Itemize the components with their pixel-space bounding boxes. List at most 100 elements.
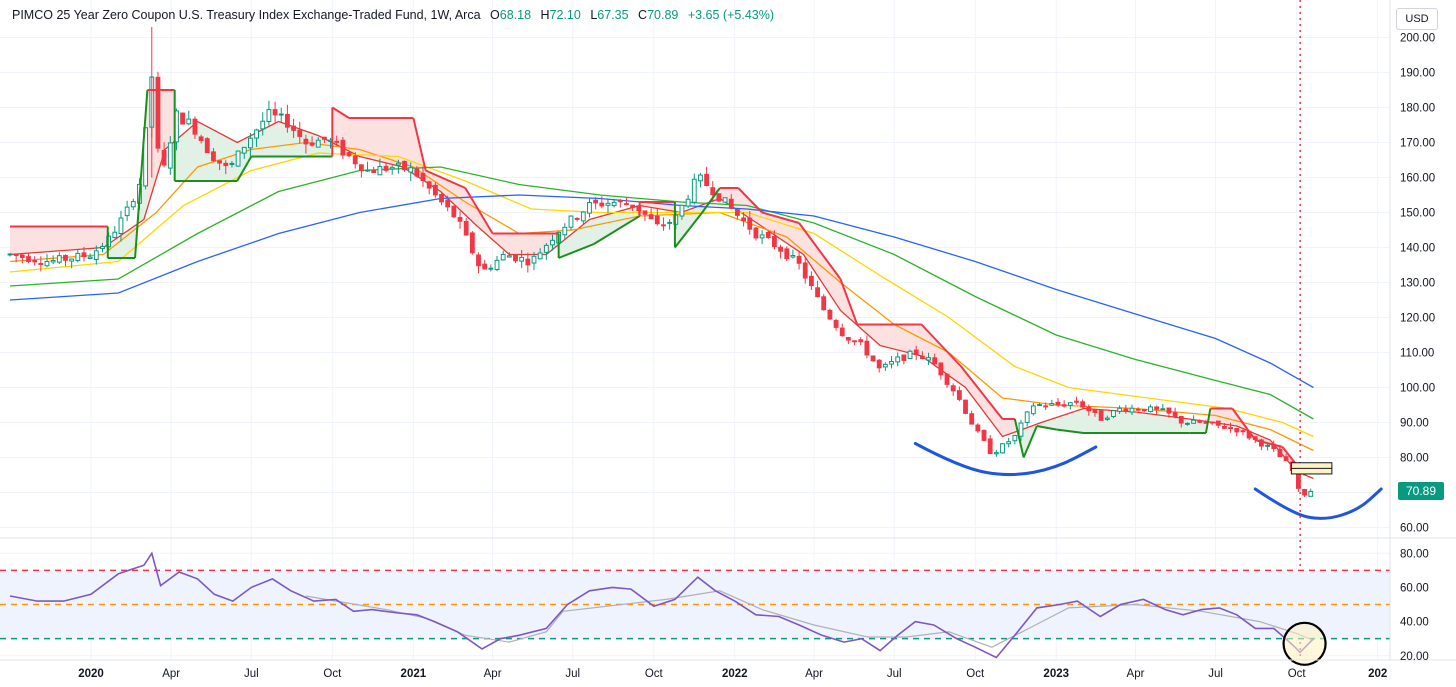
candle-body bbox=[389, 166, 395, 170]
stop-line-segment bbox=[960, 365, 1004, 420]
candle-body bbox=[346, 152, 352, 157]
stop-cloud-area bbox=[921, 324, 962, 385]
candle-body bbox=[1123, 408, 1129, 412]
candle-body bbox=[1037, 404, 1042, 407]
candle-body bbox=[1308, 490, 1314, 497]
candle-body bbox=[685, 198, 691, 207]
candle-body bbox=[463, 220, 469, 236]
candle-body bbox=[599, 202, 605, 207]
candle-body bbox=[802, 262, 808, 279]
price-grid bbox=[0, 0, 1390, 660]
candle-body bbox=[525, 258, 531, 266]
candle-body bbox=[118, 217, 124, 235]
candle-body bbox=[741, 217, 747, 222]
candle-body bbox=[938, 362, 944, 376]
rsi-tick-label: 60.00 bbox=[1400, 582, 1429, 594]
candle-body bbox=[772, 236, 777, 248]
candle-body bbox=[1277, 448, 1283, 458]
candle-body bbox=[56, 255, 62, 263]
candle-body bbox=[377, 166, 383, 176]
stop-line-segment bbox=[1255, 439, 1283, 448]
stop-line-segment bbox=[1036, 425, 1057, 431]
stop-line-segment bbox=[798, 222, 842, 280]
stop-line-segment bbox=[236, 156, 253, 182]
currency-button[interactable]: USD bbox=[1396, 8, 1438, 30]
candle-body bbox=[876, 359, 882, 369]
candle-body bbox=[691, 178, 697, 203]
candle-body bbox=[223, 162, 229, 167]
candle-body bbox=[1160, 408, 1166, 411]
candle-body bbox=[420, 173, 426, 182]
candle-body bbox=[679, 204, 685, 217]
candle-body bbox=[63, 254, 68, 261]
candle-body bbox=[494, 259, 500, 271]
candle-body bbox=[38, 262, 44, 265]
price-tick-label: 120.00 bbox=[1400, 313, 1435, 325]
candle-body bbox=[161, 149, 167, 166]
candle-body bbox=[426, 181, 432, 189]
high-label: H bbox=[540, 8, 550, 22]
candle-body bbox=[987, 438, 993, 455]
price-tick-label: 160.00 bbox=[1400, 173, 1435, 185]
candle-body bbox=[1055, 401, 1061, 406]
open-label: O bbox=[490, 8, 500, 22]
candle-body bbox=[796, 255, 802, 264]
candle-body bbox=[278, 113, 284, 116]
candle-body bbox=[722, 197, 728, 203]
candle-body bbox=[747, 217, 753, 230]
rsi-highlight-circle bbox=[1282, 621, 1327, 666]
candle-body bbox=[1111, 410, 1116, 418]
candle-body bbox=[778, 246, 783, 252]
stop-line-segment bbox=[1056, 428, 1084, 434]
rsi-line bbox=[9, 551, 1314, 659]
candle-body bbox=[1080, 401, 1086, 408]
candle-body bbox=[550, 239, 555, 246]
candle-body bbox=[1222, 425, 1227, 429]
candle-body bbox=[211, 151, 216, 162]
time-tick-label: Apr bbox=[484, 668, 502, 680]
stop-line-segment bbox=[761, 211, 800, 224]
saucer-arc bbox=[1253, 487, 1383, 520]
candle-body bbox=[1024, 411, 1030, 423]
candle-body bbox=[217, 160, 223, 164]
candle-body bbox=[611, 201, 617, 207]
time-tick-label: Oct bbox=[966, 668, 985, 680]
stop-line-segment bbox=[839, 278, 859, 325]
stop-cloud-area bbox=[1002, 419, 1015, 437]
candle-body bbox=[1166, 407, 1172, 414]
candle-body bbox=[1018, 422, 1024, 437]
stop-cloud-area bbox=[799, 223, 841, 311]
candle-body bbox=[451, 205, 457, 218]
stop-line-segment bbox=[1022, 425, 1038, 458]
candle-body bbox=[1086, 406, 1092, 412]
candle-body bbox=[488, 267, 494, 270]
symbol-title[interactable]: PIMCO 25 Year Zero Coupon U.S. Treasury … bbox=[12, 8, 481, 22]
candle-body bbox=[981, 429, 987, 441]
candle-body bbox=[821, 296, 827, 311]
candle-body bbox=[69, 258, 75, 262]
candle-body bbox=[291, 125, 296, 131]
candle-body bbox=[870, 355, 876, 362]
candle-body bbox=[272, 109, 278, 116]
price-tick-label: 80.00 bbox=[1400, 453, 1429, 465]
candle-body bbox=[500, 253, 506, 261]
legend-bar: PIMCO 25 Year Zero Coupon U.S. Treasury … bbox=[12, 8, 774, 22]
candle-body bbox=[735, 209, 740, 216]
candle-body bbox=[93, 250, 99, 260]
stop-line-segment bbox=[1013, 418, 1025, 458]
candle-body bbox=[1191, 419, 1197, 424]
open-value: 68.18 bbox=[499, 8, 532, 22]
stop-line-segment bbox=[1231, 407, 1257, 441]
stop-line-segment bbox=[1204, 408, 1212, 434]
candle-body bbox=[704, 173, 710, 187]
stop-cloud-area bbox=[107, 225, 136, 258]
candle-body bbox=[969, 413, 975, 425]
candle-body bbox=[605, 202, 611, 206]
candle-body bbox=[143, 127, 149, 187]
price-tick-label: 150.00 bbox=[1400, 208, 1435, 220]
stop-cloud-area bbox=[738, 188, 763, 227]
candle-body bbox=[87, 256, 93, 259]
candle-body bbox=[260, 120, 266, 130]
